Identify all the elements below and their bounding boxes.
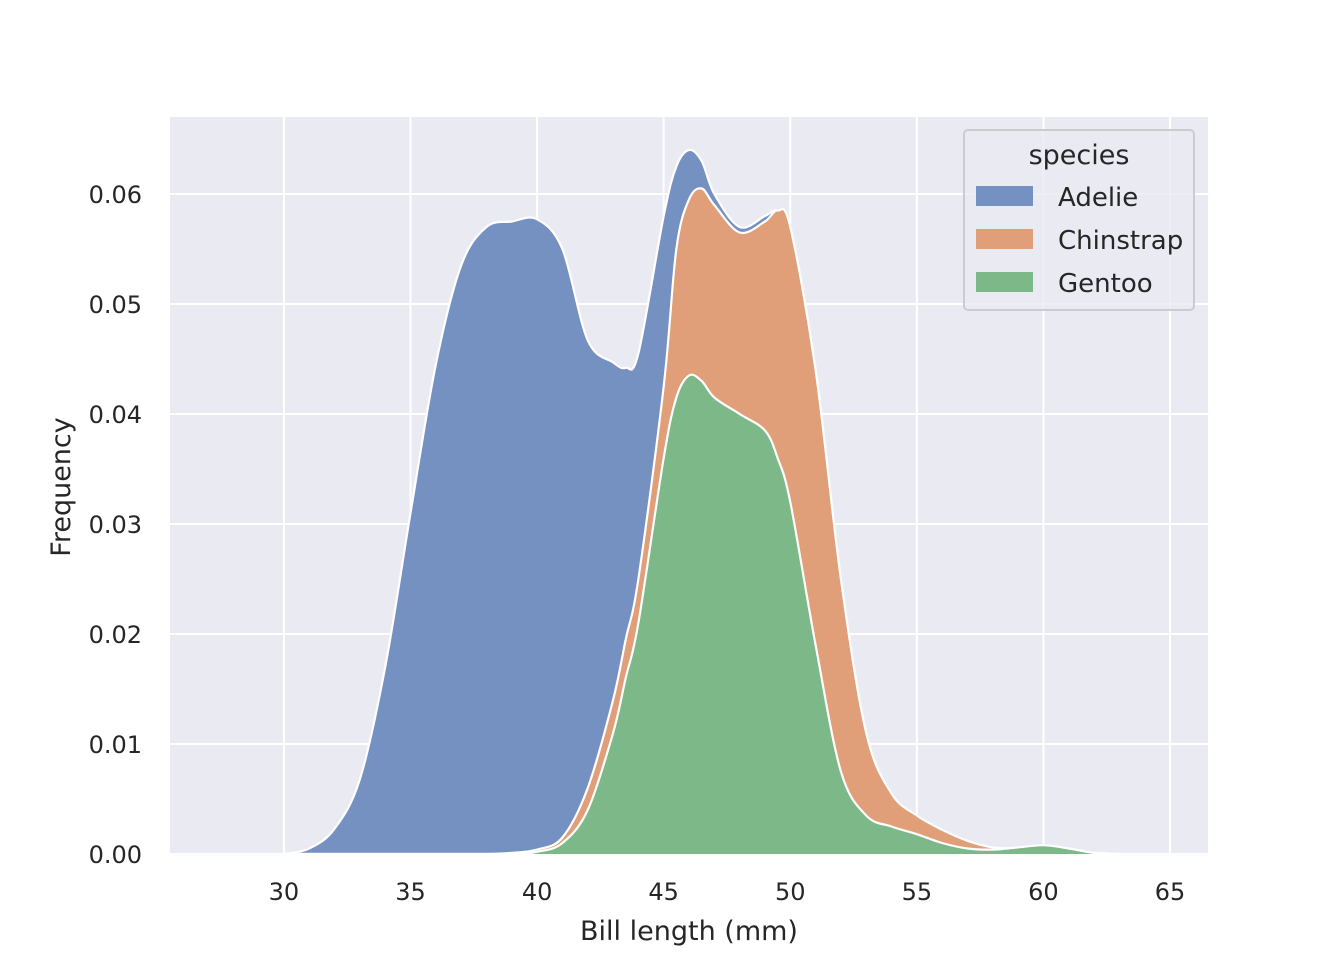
x-tick-label: 65 bbox=[1155, 878, 1186, 906]
x-tick-label: 35 bbox=[395, 878, 426, 906]
y-tick-label: 0.03 bbox=[89, 511, 142, 539]
y-tick-label: 0.01 bbox=[89, 731, 142, 759]
y-tick-label: 0.05 bbox=[89, 291, 142, 319]
legend-swatch-gentoo bbox=[976, 272, 1033, 292]
x-tick-label: 60 bbox=[1028, 878, 1059, 906]
y-tick-label: 0.06 bbox=[89, 181, 142, 209]
y-tick-label: 0.04 bbox=[89, 401, 142, 429]
x-axis-label: Bill length (mm) bbox=[580, 916, 798, 947]
x-tick-label: 50 bbox=[775, 878, 806, 906]
y-axis-label: Frequency bbox=[46, 417, 77, 557]
x-axis-ticks: 30 35 40 45 50 55 60 65 bbox=[269, 878, 1186, 906]
legend-label-chinstrap: Chinstrap bbox=[1058, 226, 1183, 256]
area-gentoo bbox=[283, 374, 1120, 854]
x-tick-label: 30 bbox=[269, 878, 300, 906]
legend-box bbox=[963, 129, 1195, 311]
x-tick-label: 40 bbox=[522, 878, 553, 906]
y-axis-ticks: 0.00 0.01 0.02 0.03 0.04 0.05 0.06 bbox=[89, 181, 142, 869]
legend: species Adelie Chinstrap Gentoo bbox=[963, 129, 1195, 311]
density-areas bbox=[283, 148, 1120, 856]
legend-swatch-chinstrap bbox=[976, 229, 1033, 249]
legend-items: Adelie Chinstrap Gentoo bbox=[976, 183, 1183, 299]
x-tick-label: 45 bbox=[648, 878, 679, 906]
legend-label-gentoo: Gentoo bbox=[1058, 269, 1153, 299]
legend-swatch-adelie bbox=[976, 186, 1033, 206]
legend-title: species bbox=[1029, 140, 1130, 171]
x-tick-label: 55 bbox=[902, 878, 933, 906]
y-tick-label: 0.02 bbox=[89, 621, 142, 649]
y-tick-label: 0.00 bbox=[89, 841, 142, 869]
area-edge-gentoo bbox=[283, 373, 1120, 856]
legend-label-adelie: Adelie bbox=[1058, 183, 1138, 213]
